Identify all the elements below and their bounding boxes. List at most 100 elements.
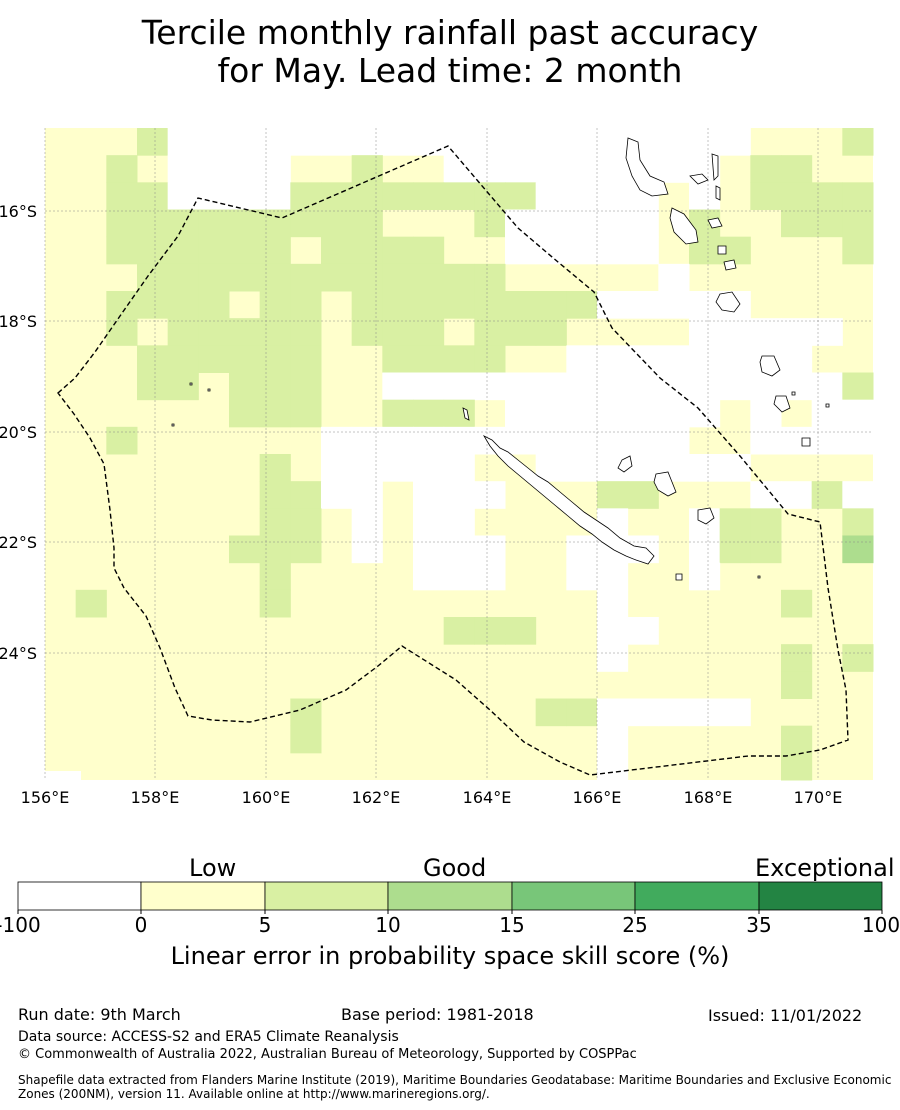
skill-cell (842, 508, 874, 536)
skill-cell (321, 128, 353, 156)
skill-cell (505, 426, 537, 455)
skill-cell (443, 372, 475, 401)
skill-cell (750, 508, 782, 536)
colorbar-segment (634, 881, 760, 911)
skill-cell (290, 291, 322, 319)
skill-cell (535, 426, 567, 455)
futuna-island (791, 391, 796, 396)
skill-cell (505, 209, 537, 238)
skill-cell (597, 698, 629, 727)
skill-cell (689, 562, 721, 591)
aneityum (801, 437, 811, 447)
skill-cell (750, 535, 782, 564)
new-caledonia-island (482, 435, 655, 565)
skill-cell (443, 454, 475, 482)
skill-cell (382, 263, 414, 292)
skill-cell (413, 562, 445, 591)
skill-cell (290, 372, 322, 401)
skill-cell (382, 236, 414, 265)
skill-cell (106, 236, 138, 265)
skill-cell (382, 128, 414, 156)
skill-cell (719, 698, 751, 727)
skill-cell (474, 562, 506, 591)
skill-cell (167, 318, 199, 346)
skill-cell (198, 182, 230, 210)
skill-cell (413, 454, 445, 482)
skill-cell (443, 345, 475, 373)
skill-cell (689, 372, 721, 401)
skill-cell (505, 372, 537, 401)
pentecost (711, 153, 719, 181)
skill-cell (597, 209, 629, 238)
skill-cell (597, 752, 629, 781)
skill-cell (658, 345, 690, 373)
maewo (715, 185, 721, 201)
skill-cell (474, 372, 506, 401)
skill-cell (627, 481, 659, 509)
skill-cell (566, 454, 598, 482)
skill-cell (842, 399, 874, 428)
lon-label-156: 156°E (21, 788, 70, 807)
skill-cell (566, 372, 598, 401)
map-title: Tercile monthly rainfall past accuracy f… (0, 14, 900, 90)
loyalty-island-3 (697, 507, 715, 525)
skill-cell (658, 263, 690, 292)
isle-of-pines (675, 573, 683, 581)
skill-cell (167, 209, 199, 238)
skill-cell (627, 617, 659, 645)
skill-cell (505, 617, 537, 645)
skill-cell (535, 372, 567, 401)
skill-cell (811, 426, 843, 455)
data-source: Data source: ACCESS-S2 and ERA5 Climate … (18, 1029, 399, 1045)
skill-cell (474, 318, 506, 346)
skill-cell (413, 318, 445, 346)
epi (717, 245, 727, 255)
skill-cell (290, 128, 322, 156)
skill-cell (198, 345, 230, 373)
colorbar-title: Linear error in probability space skill … (170, 942, 730, 970)
category-exceptional: Exceptional (755, 854, 895, 882)
skill-cell (750, 372, 782, 401)
skill-cell (259, 535, 291, 564)
skill-cell (290, 508, 322, 536)
skill-cell (351, 426, 383, 455)
lon-label-162: 162°E (352, 788, 401, 807)
chesterfield-islet-2 (207, 388, 211, 392)
skill-cell (413, 372, 445, 401)
skill-cell (597, 182, 629, 210)
skill-cell (535, 236, 567, 265)
skill-cell (535, 318, 567, 346)
skill-cell (566, 236, 598, 265)
colorbar-segment (264, 881, 389, 911)
skill-cell (382, 399, 414, 428)
skill-cell (443, 182, 475, 210)
issued-date: Issued: 11/01/2022 (708, 1006, 863, 1025)
skill-cell (811, 318, 843, 346)
lat-label-18: 18°S (0, 312, 37, 331)
skill-cell (689, 698, 721, 727)
category-good: Good (423, 854, 487, 882)
skill-cell (413, 182, 445, 210)
skill-cell (106, 291, 138, 319)
skill-cell (229, 155, 261, 183)
skill-cell (198, 128, 230, 156)
tick-minus-100: -100 (0, 913, 41, 937)
skill-cell (505, 236, 537, 265)
eez-boundary (57, 145, 849, 776)
skill-cell (413, 535, 445, 564)
skill-cell (566, 399, 598, 428)
skill-cell (167, 128, 199, 156)
belep-island (462, 407, 470, 421)
skill-cell (351, 155, 383, 183)
copyright: © Commonwealth of Australia 2022, Austra… (18, 1047, 637, 1062)
lon-label-164: 164°E (463, 788, 512, 807)
skill-cell (566, 345, 598, 373)
skill-cell (137, 372, 169, 401)
skill-cell (259, 128, 291, 156)
skill-cell (321, 263, 353, 292)
skill-cell (106, 209, 138, 238)
skill-cell (443, 263, 475, 292)
skill-cell (535, 182, 567, 210)
skill-cell (474, 291, 506, 319)
skill-cell (413, 236, 445, 265)
